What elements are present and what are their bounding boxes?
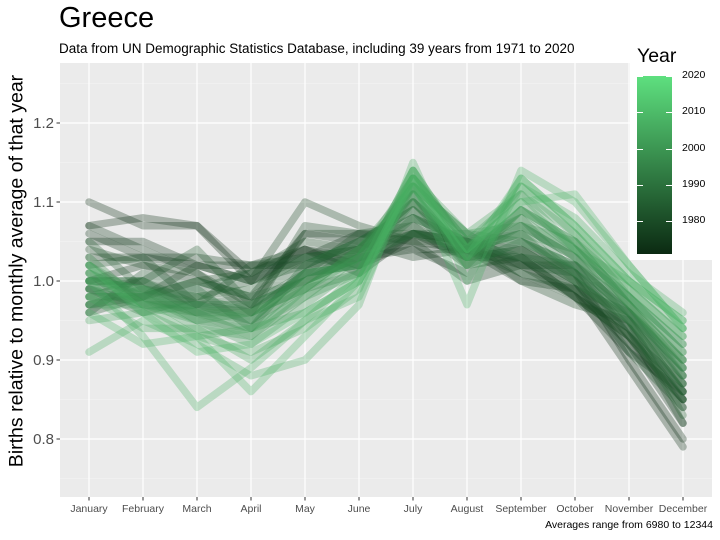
series-line-1999: [85, 182, 687, 364]
legend-tick-mark: [637, 184, 643, 186]
x-tick-label-march: March: [182, 503, 211, 515]
x-tick-label-july: July: [404, 503, 423, 515]
series-line-1981: [85, 229, 687, 412]
x-tick-label-september: September: [495, 503, 547, 515]
series-line-2005: [85, 166, 687, 356]
x-tick-label-february: February: [122, 503, 165, 515]
series-line-2006: [85, 158, 687, 380]
series-line-1983: [85, 229, 687, 396]
x-tick-label-october: October: [556, 503, 594, 515]
x-tick-label-april: April: [240, 503, 261, 515]
series-line-1985: [85, 214, 687, 404]
series-line-1991: [85, 214, 687, 380]
series-line-2000: [85, 166, 687, 356]
x-axis-ticks: January February March April May June July Augu…: [70, 497, 708, 515]
series-line-1989: [85, 206, 687, 372]
series-line-1972: [85, 214, 687, 451]
y-tick-label: 1.0: [33, 273, 54, 290]
series-line-1979: [85, 221, 687, 404]
series-line-1995: [85, 190, 687, 364]
series-line-1986: [85, 198, 687, 420]
chart-title: Greece: [59, 2, 155, 34]
minor-gridlines: [60, 83, 712, 479]
y-tick-label: 0.9: [33, 352, 54, 369]
chart-caption: Averages range from 6980 to 12344: [545, 519, 713, 531]
y-tick-label: 1.1: [33, 194, 54, 211]
legend-tick-mark: [666, 112, 672, 114]
legend-tick-mark: [666, 184, 672, 186]
y-tick-label: 0.8: [33, 431, 54, 448]
legend-tick-mark: [637, 148, 643, 150]
legend-tick-mark: [637, 112, 643, 114]
series-line-2004: [85, 166, 687, 364]
chart-subtitle: Data from UN Demographic Statistics Data…: [59, 41, 575, 56]
series-line-2001: [85, 174, 687, 348]
legend-label-1980: 1980: [682, 214, 706, 227]
series-line-2007: [85, 166, 687, 412]
series-line-1998: [85, 190, 687, 348]
series-line-1987: [85, 214, 687, 380]
series-line-1993: [85, 182, 687, 380]
legend-title: Year: [637, 45, 677, 67]
series-line-1997: [85, 174, 687, 356]
series-line-1988: [85, 229, 687, 396]
series-line-2009: [85, 174, 687, 356]
y-axis-ticks: 0.8 0.9 1.0 1.1 1.2: [33, 115, 60, 448]
series-line-1977: [85, 229, 687, 427]
x-tick-label-december: December: [659, 503, 708, 515]
legend-tick-mark: [666, 76, 672, 77]
legend-label-1990: 1990: [682, 177, 706, 190]
series-line-1984: [85, 221, 687, 388]
x-tick-label-august: August: [451, 503, 484, 515]
series-line-1990: [85, 198, 687, 388]
legend-label-2020: 2020: [682, 69, 706, 81]
series-line-1971: [85, 198, 687, 443]
series-line-1982: [85, 206, 687, 404]
y-tick-label: 1.2: [33, 115, 54, 132]
series-line-1980: [85, 221, 687, 388]
legend-label-2000: 2000: [682, 141, 706, 154]
series-line-1992: [85, 190, 687, 364]
x-tick-label-january: January: [70, 503, 108, 515]
x-tick-label-may: May: [295, 503, 316, 515]
major-gridlines: [60, 63, 712, 497]
legend-colorbar: [637, 76, 672, 254]
legend-tick-mark: [637, 76, 643, 77]
x-tick-label-june: June: [348, 503, 371, 515]
series-line-1974: [85, 229, 687, 396]
legend-tick-mark: [637, 221, 643, 223]
legend-label-2010: 2010: [682, 105, 706, 118]
series-line-1996: [85, 182, 687, 372]
series-lines: [85, 158, 687, 451]
series-line-1976: [85, 221, 687, 412]
series-line-2002: [85, 182, 687, 341]
series-line-1975: [85, 229, 687, 404]
series-line-1978: [85, 198, 687, 396]
x-tick-label-november: November: [605, 503, 654, 515]
legend-tick-mark: [666, 148, 672, 150]
series-line-1973: [85, 237, 687, 427]
legend-tick-mark: [666, 221, 672, 223]
series-line-2008: [85, 174, 687, 396]
series-line-2003: [85, 174, 687, 341]
plot-panel: [60, 63, 712, 497]
series-line-1994: [85, 198, 687, 372]
